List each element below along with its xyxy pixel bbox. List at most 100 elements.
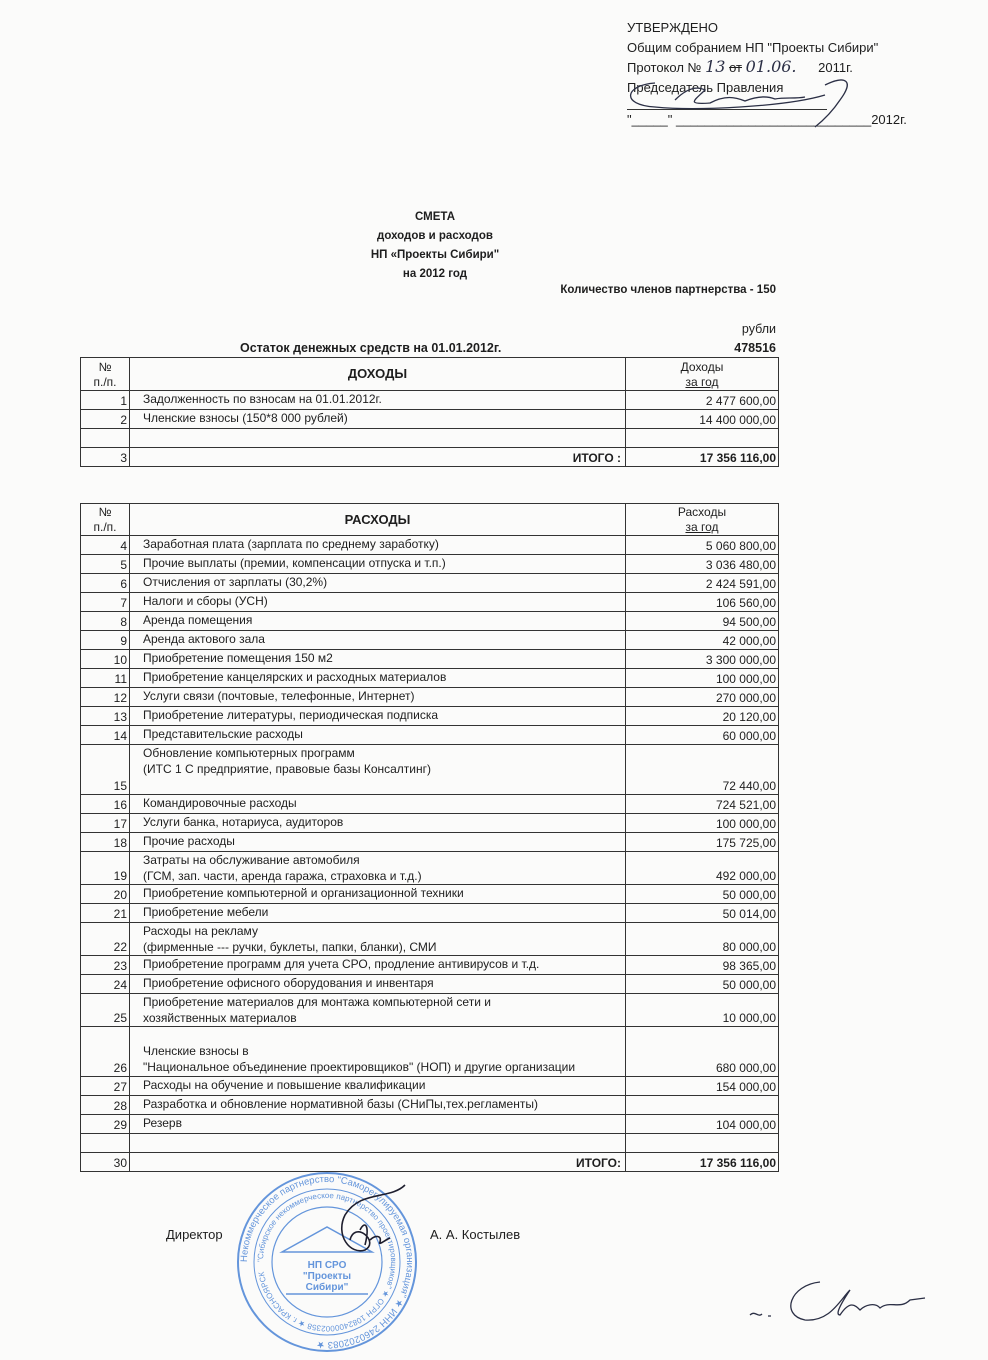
expenses-row: 5 Прочие выплаты (премии, компенсации отп… bbox=[80, 554, 779, 574]
col-num-header: № п./п. bbox=[80, 503, 130, 536]
row-value: 14 400 000,00 bbox=[625, 409, 779, 429]
row-description: Приобретение литературы, периодическая п… bbox=[129, 706, 626, 726]
description-line: Обновление компьютерных программ bbox=[143, 746, 355, 760]
title-line: доходов и расходов bbox=[377, 230, 493, 242]
title-line: на 2012 год bbox=[402, 268, 468, 280]
description-line: (фирменные --- ручки, буклеты, папки, бл… bbox=[143, 940, 437, 954]
row-description: Аренда актового зала bbox=[129, 630, 626, 650]
members-count: Количество членов партнерства - 150 bbox=[560, 284, 776, 296]
row-number: 15 bbox=[80, 744, 130, 795]
row-value: 106 560,00 bbox=[625, 592, 779, 612]
signature-line bbox=[627, 97, 827, 110]
row-value bbox=[625, 1133, 779, 1153]
organization-stamp-icon: Некоммерческое партнерство "Саморегулиру… bbox=[237, 1172, 417, 1352]
row-value: 72 440,00 bbox=[625, 744, 779, 795]
row-value: 94 500,00 bbox=[625, 611, 779, 631]
row-description: Услуги связи (почтовые, телефонные, Инте… bbox=[129, 687, 626, 707]
expenses-row: 28 Разработка и обновление нормативной ба… bbox=[80, 1095, 779, 1115]
row-number: 3 bbox=[80, 447, 130, 467]
approval-date-line: "_____" ___________________________2012г… bbox=[627, 112, 907, 127]
row-number: 13 bbox=[80, 706, 130, 726]
row-number: 24 bbox=[80, 974, 130, 994]
income-row: 2 Членские взносы (150*8 000 рублей) 14 40… bbox=[80, 409, 779, 429]
row-description: Заработная плата (зарплата по среднему з… bbox=[129, 535, 626, 555]
expenses-row: 21 Приобретение мебели 50 014,00 bbox=[80, 903, 779, 923]
total-label: ИТОГО: bbox=[129, 1152, 626, 1172]
description-line: Представительские расходы bbox=[143, 727, 303, 741]
approval-block: УТВЕРЖДЕНО Общим собранием НП "Проекты С… bbox=[627, 18, 907, 130]
row-number: 11 bbox=[80, 668, 130, 688]
row-number: 9 bbox=[80, 630, 130, 650]
title-line: НП «Проекты Сибири" bbox=[370, 249, 500, 261]
row-value: 60 000,00 bbox=[625, 725, 779, 745]
expenses-row: 10 Приобретение помещения 150 м2 3 300 000… bbox=[80, 649, 779, 669]
description-line bbox=[143, 429, 623, 445]
protocol-prefix: Протокол № bbox=[627, 60, 702, 75]
row-value: 3 300 000,00 bbox=[625, 649, 779, 669]
income-header-row: № п./п. ДОХОДЫ Доходы за год bbox=[80, 357, 779, 391]
description-line bbox=[143, 777, 623, 793]
row-number: 23 bbox=[80, 955, 130, 975]
row-value: 98 365,00 bbox=[625, 955, 779, 975]
row-value: 270 000,00 bbox=[625, 687, 779, 707]
expenses-row: 18 Прочие расходы 175 725,00 bbox=[80, 832, 779, 852]
expenses-row: 8 Аренда помещения 94 500,00 bbox=[80, 611, 779, 631]
row-description: Приобретение мебели bbox=[129, 903, 626, 923]
income-total-row: 3 ИТОГО : 17 356 116,00 bbox=[80, 447, 779, 467]
description-line: Приобретение компьютерной и организацион… bbox=[143, 886, 464, 900]
row-number: 10 bbox=[80, 649, 130, 669]
row-number: 8 bbox=[80, 611, 130, 631]
row-description: Приобретение программ для учета СРО, про… bbox=[129, 955, 626, 975]
row-value: 10 000,00 bbox=[625, 993, 779, 1027]
row-number: 26 bbox=[80, 1026, 130, 1077]
director-signature-icon bbox=[340, 1184, 406, 1252]
row-description: Услуги банка, нотариуса, аудиторов bbox=[129, 813, 626, 833]
row-value: 492 000,00 bbox=[625, 851, 779, 885]
row-number: 12 bbox=[80, 687, 130, 707]
description-line: Аренда помещения bbox=[143, 613, 253, 627]
row-value: 42 000,00 bbox=[625, 630, 779, 650]
description-line: Затраты на обслуживание автомобиля bbox=[143, 853, 360, 867]
expenses-row: 22 Расходы на рекламу (фирменные --- ручки… bbox=[80, 922, 779, 956]
balance-value: 478516 bbox=[734, 341, 776, 355]
protocol-number: 13 bbox=[705, 57, 726, 76]
description-line: Аренда актового зала bbox=[143, 632, 265, 646]
row-value: 3 036 480,00 bbox=[625, 554, 779, 574]
expenses-row bbox=[80, 1133, 779, 1153]
row-value: 100 000,00 bbox=[625, 668, 779, 688]
row-number: 20 bbox=[80, 884, 130, 904]
row-description: Представительские расходы bbox=[129, 725, 626, 745]
row-description: Приобретение офисного оборудования и инв… bbox=[129, 974, 626, 994]
title-line: СМЕТА bbox=[414, 211, 455, 223]
expenses-row: 19 Затраты на обслуживание автомобиля (ГСМ… bbox=[80, 851, 779, 885]
expenses-row: 24 Приобретение офисного оборудования и и… bbox=[80, 974, 779, 994]
row-number: 22 bbox=[80, 922, 130, 956]
col-num-header: № п./п. bbox=[80, 357, 130, 391]
row-description: Прочие расходы bbox=[129, 832, 626, 852]
description-line: Приобретение канцелярских и расходных ма… bbox=[143, 670, 447, 684]
row-number: 25 bbox=[80, 993, 130, 1027]
expenses-row: 20 Приобретение компьютерной и организаци… bbox=[80, 884, 779, 904]
row-number: 7 bbox=[80, 592, 130, 612]
row-description: Приобретение компьютерной и организацион… bbox=[129, 884, 626, 904]
description-line: Приобретение офисного оборудования и инв… bbox=[143, 976, 434, 990]
row-value: 100 000,00 bbox=[625, 813, 779, 833]
row-description: Расходы на обучение и повышение квалифик… bbox=[129, 1076, 626, 1096]
row-number: 6 bbox=[80, 573, 130, 593]
row-value bbox=[625, 428, 779, 448]
expenses-row: 7 Налоги и сборы (УСН) 106 560,00 bbox=[80, 592, 779, 612]
total-value: 17 356 116,00 bbox=[625, 447, 779, 467]
stamp-center-line: "Проекты bbox=[303, 1271, 351, 1282]
description-line: Приобретение программ для учета СРО, про… bbox=[143, 957, 540, 971]
expenses-row: 17 Услуги банка, нотариуса, аудиторов 100 … bbox=[80, 813, 779, 833]
row-value: 154 000,00 bbox=[625, 1076, 779, 1096]
row-value: 724 521,00 bbox=[625, 794, 779, 814]
description-line: хозяйственных материалов bbox=[143, 1011, 297, 1025]
col-value-header: Доходы за год bbox=[625, 357, 779, 391]
stamp-center-line: НП СРО bbox=[308, 1260, 347, 1271]
row-number: 17 bbox=[80, 813, 130, 833]
row-description: Членские взносы (150*8 000 рублей) bbox=[129, 409, 626, 429]
row-value: 50 000,00 bbox=[625, 974, 779, 994]
row-number: 1 bbox=[80, 390, 130, 410]
description-line: Услуги банка, нотариуса, аудиторов bbox=[143, 815, 344, 829]
